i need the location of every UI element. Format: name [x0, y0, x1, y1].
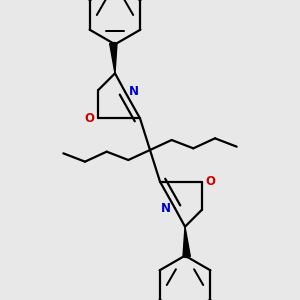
Text: O: O	[206, 175, 216, 188]
Text: O: O	[84, 112, 94, 125]
Polygon shape	[110, 43, 117, 73]
Polygon shape	[183, 227, 190, 257]
Text: N: N	[129, 85, 139, 98]
Text: N: N	[161, 202, 171, 215]
